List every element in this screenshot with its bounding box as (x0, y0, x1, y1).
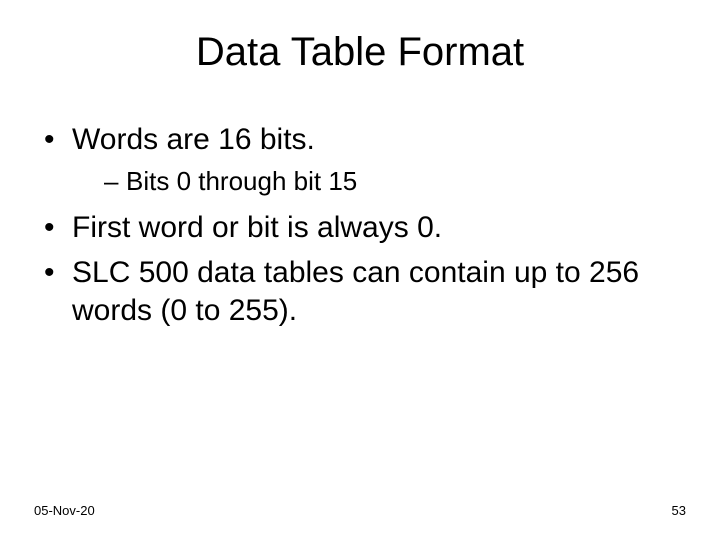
bullet-item: First word or bit is always 0. (44, 209, 686, 247)
bullet-text: First word or bit is always 0. (72, 211, 442, 244)
bullet-text: Words are 16 bits. (72, 123, 315, 156)
sub-bullet-text: Bits 0 through bit 15 (126, 166, 357, 196)
slide: Data Table Format Words are 16 bits. Bit… (0, 0, 720, 540)
bullet-text: SLC 500 data tables can contain up to 25… (72, 256, 639, 327)
slide-title: Data Table Format (34, 30, 686, 75)
sub-bullet-item: Bits 0 through bit 15 (104, 165, 686, 199)
bullet-item: Words are 16 bits. Bits 0 through bit 15 (44, 121, 686, 199)
bullet-item: SLC 500 data tables can contain up to 25… (44, 254, 686, 331)
slide-footer: 05-Nov-20 53 (34, 503, 686, 518)
bullet-list: Words are 16 bits. Bits 0 through bit 15… (34, 121, 686, 330)
sub-bullet-list: Bits 0 through bit 15 (72, 165, 686, 199)
footer-page-number: 53 (672, 503, 686, 518)
footer-date: 05-Nov-20 (34, 503, 95, 518)
